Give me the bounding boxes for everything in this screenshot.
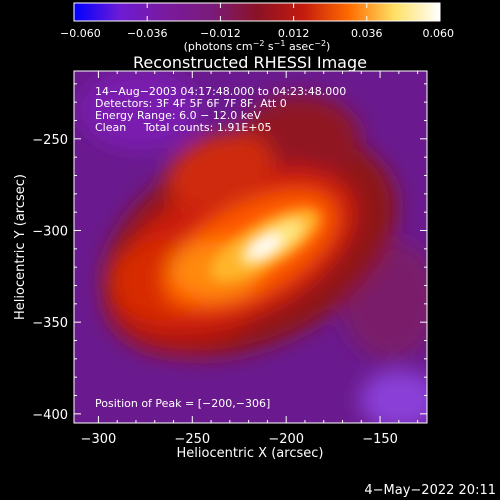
y-tick-label: −350 (32, 316, 68, 331)
y-tick-label: −400 (32, 408, 68, 423)
plot-frame (73, 70, 428, 424)
heatmap-image (74, 71, 427, 423)
annotation-time-range: 14−Aug−2003 04:17:48.000 to 04:23:48.000 (95, 85, 346, 98)
x-tick-label: −200 (268, 432, 304, 447)
colorbar-label: (photons cm−2 s−1 asec−2) (184, 39, 331, 53)
colorbar-tick-label: 0.060 (423, 27, 455, 40)
x-axis-label: Heliocentric X (arcsec) (177, 446, 324, 461)
annotation-energy-range: Energy Range: 6.0 − 12.0 keV (95, 109, 262, 122)
colorbar-tick-label: −0.036 (127, 27, 168, 40)
heatmap-core (210, 208, 320, 282)
y-axis-label: Heliocentric Y (arcsec) (13, 174, 28, 320)
colorbar-tick-label: 0.036 (351, 27, 383, 40)
x-axis-ticks: −300 −250 −200 −150 (81, 71, 419, 447)
colorbar: −0.060 −0.036 −0.012 0.012 0.036 0.060 (photo… (60, 2, 454, 53)
colorbar-tick-label: 0.012 (278, 27, 310, 40)
colorbar-tick-label: −0.060 (60, 27, 101, 40)
date-stamp: 4−May−2022 20:11 (364, 483, 496, 498)
colorbar-tick-label: −0.012 (200, 27, 241, 40)
annotation-clean-counts: Clean Total counts: 1.91E+05 (95, 121, 272, 134)
y-tick-label: −300 (32, 225, 68, 240)
chart-title: Reconstructed RHESSI Image (133, 53, 367, 72)
annotation-block: 14−Aug−2003 04:17:48.000 to 04:23:48.000… (95, 85, 346, 134)
peak-position-label: Position of Peak = [−200,−306] (95, 397, 270, 410)
y-tick-label: −250 (32, 133, 68, 148)
x-tick-label: −150 (362, 432, 398, 447)
annotation-detectors: Detectors: 3F 4F 5F 6F 7F 8F, Att 0 (95, 97, 287, 110)
x-tick-label: −250 (174, 432, 210, 447)
y-axis-ticks: −250 −300 −350 −400 (32, 83, 427, 423)
x-tick-label: −300 (81, 432, 117, 447)
colorbar-gradient (73, 2, 441, 22)
colorbar-ticks: −0.060 −0.036 −0.012 0.012 0.036 0.060 (60, 3, 454, 40)
